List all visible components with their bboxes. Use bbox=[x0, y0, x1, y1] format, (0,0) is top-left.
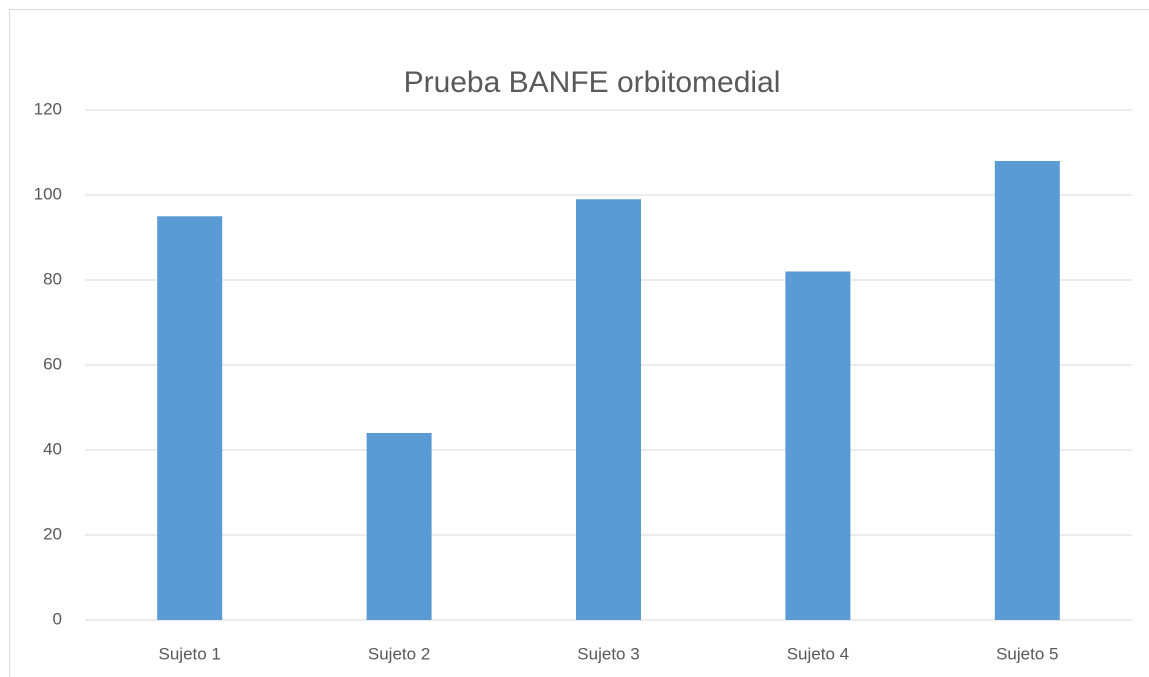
x-tick-label: Sujeto 4 bbox=[787, 644, 849, 663]
chart-title: Prueba BANFE orbitomedial bbox=[404, 66, 781, 99]
chart-border bbox=[9, 9, 1149, 677]
bar bbox=[994, 161, 1060, 620]
y-tick-label: 120 bbox=[34, 99, 62, 118]
y-tick-label: 40 bbox=[43, 439, 62, 458]
x-tick-label: Sujeto 5 bbox=[996, 644, 1058, 663]
y-tick-label: 0 bbox=[53, 609, 62, 628]
y-tick-label: 80 bbox=[43, 269, 62, 288]
y-tick-label: 100 bbox=[34, 184, 62, 203]
bar bbox=[785, 271, 851, 620]
y-tick-label: 60 bbox=[43, 354, 62, 373]
x-tick-label: Sujeto 3 bbox=[577, 644, 639, 663]
y-tick-label: 20 bbox=[43, 524, 62, 543]
bar bbox=[576, 199, 641, 620]
bar bbox=[366, 433, 432, 620]
x-tick-label: Sujeto 1 bbox=[159, 644, 221, 663]
bar bbox=[157, 216, 223, 620]
x-tick-label: Sujeto 2 bbox=[368, 644, 430, 663]
